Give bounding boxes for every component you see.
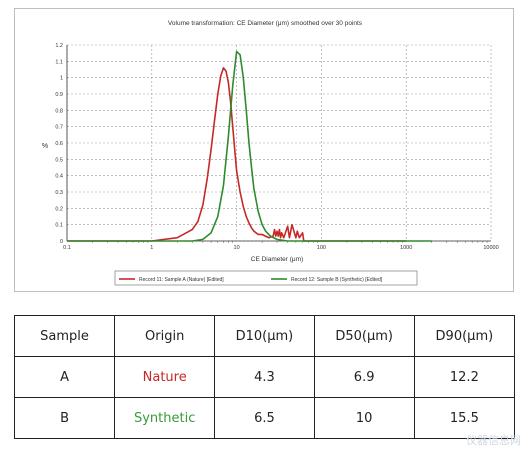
- y-tick-label: 0.8: [55, 108, 63, 114]
- cell-origin: Synthetic: [114, 397, 216, 439]
- x-tick-label: 1: [150, 245, 153, 251]
- series-line-1: [67, 67, 407, 242]
- header-d90: D90(μm): [413, 315, 516, 357]
- x-tick-label: 0.1: [63, 245, 71, 251]
- chart-panel: Volume transformation: CE Diameter (μm) …: [14, 8, 514, 292]
- y-tick-label: 0.2: [55, 206, 63, 212]
- results-table: Sample Origin D10(μm) D50(μm) D90(μm) A …: [13, 315, 516, 439]
- y-tick-label: 0.1: [55, 223, 63, 229]
- cell-d50: 10: [313, 397, 415, 439]
- y-tick-label: 0.3: [55, 190, 63, 196]
- y-axis-label: %: [42, 143, 48, 150]
- legend-label: Record 11: Sample A (Nature) [Edited]: [139, 277, 224, 283]
- y-tick-label: 0.6: [55, 141, 63, 147]
- x-tick-label: 10000: [483, 245, 498, 251]
- cell-sample: B: [13, 397, 116, 439]
- y-tick-label: 0.5: [55, 157, 63, 163]
- table-row: B Synthetic 6.5 10 15.5: [13, 397, 516, 439]
- cell-origin: Nature: [114, 356, 216, 398]
- header-sample: Sample: [13, 315, 116, 357]
- y-tick-label: 0.9: [55, 92, 63, 98]
- grid-lines: [66, 44, 492, 243]
- y-tick-label: 0.7: [55, 125, 63, 131]
- particle-size-chart: Volume transformation: CE Diameter (μm) …: [42, 20, 499, 286]
- x-axis-label: CE Diameter (μm): [251, 256, 304, 263]
- cell-d50: 6.9: [313, 356, 415, 398]
- header-d10: D10(μm): [214, 315, 315, 357]
- series-lines: [67, 50, 432, 242]
- watermark-logo: 仪器信息网: [466, 434, 521, 447]
- cell-d90: 12.2: [413, 356, 516, 398]
- y-tick-label: 0: [60, 239, 63, 245]
- header-origin: Origin: [114, 315, 216, 357]
- legend-label: Record 12: Sample B (Synthetic) [Edited]: [291, 277, 383, 283]
- tick-labels: 00.10.20.30.40.50.60.70.80.911.11.20.1 1 1…: [55, 43, 498, 251]
- legend-box: [114, 270, 418, 286]
- y-tick-label: 1: [60, 76, 63, 82]
- y-tick-label: 0.4: [55, 174, 63, 180]
- series-line-2: [67, 50, 432, 242]
- cell-d90: 15.5: [413, 397, 516, 439]
- y-tick-label: 1.1: [55, 59, 63, 65]
- cell-d10: 6.5: [214, 397, 315, 439]
- legend: Record 11: Sample A (Nature) [Edited] Rec…: [114, 270, 418, 286]
- header-d50: D50(μm): [313, 315, 415, 357]
- table-header-row: Sample Origin D10(μm) D50(μm) D90(μm): [13, 315, 516, 357]
- x-tick-label: 10: [234, 245, 240, 251]
- cell-sample: A: [13, 356, 116, 398]
- x-tick-label: 100: [317, 245, 326, 251]
- x-tick-label: 1000: [400, 245, 412, 251]
- table-row: A Nature 4.3 6.9 12.2: [13, 356, 516, 398]
- y-tick-label: 1.2: [55, 43, 63, 49]
- cell-d10: 4.3: [214, 356, 315, 398]
- chart-title: Volume transformation: CE Diameter (μm) …: [168, 20, 363, 27]
